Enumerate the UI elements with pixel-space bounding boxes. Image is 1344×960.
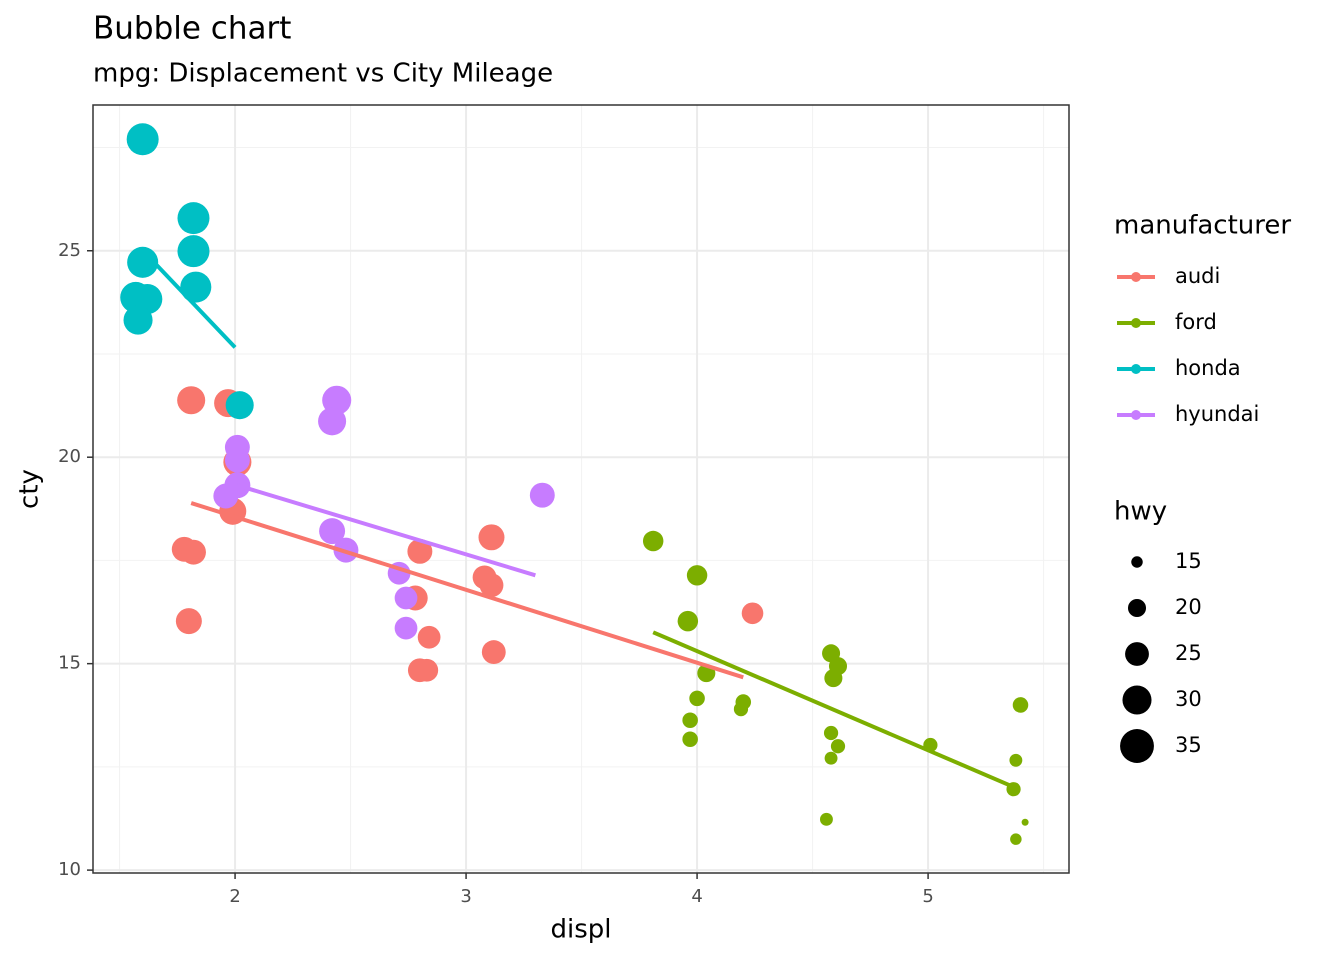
y-tick-label: 15 [58,653,81,674]
legend-key-dot [1131,364,1141,374]
size-legend-label: 25 [1175,641,1202,665]
bubble [407,538,433,564]
bubble [394,586,418,610]
bubble [682,712,698,728]
legend-key-dot [1131,318,1141,328]
legend-title: manufacturer [1114,211,1291,241]
size-legend-label: 20 [1175,595,1202,619]
bubble [225,391,254,420]
x-tick-label: 2 [229,886,240,907]
bubble [177,202,210,235]
bubble [415,658,439,682]
x-tick-label: 4 [691,886,702,907]
bubble [417,625,441,649]
y-axis-label: cty [15,469,45,509]
chart-title: Bubble chart [93,11,291,47]
y-tick-label: 20 [58,446,81,467]
trend-line [652,630,1017,790]
bubble [529,482,555,508]
bubble [224,447,250,473]
bubble [830,739,846,754]
bubble [820,812,833,826]
legend-label: ford [1175,310,1217,334]
bubble [318,407,347,436]
bubble [689,690,705,707]
size-legend-key [1125,642,1149,666]
bubble [677,610,699,632]
bubble [479,573,504,598]
bubble [322,385,352,415]
bubble [123,305,153,335]
bubble [686,565,708,586]
bubble [682,731,698,747]
bubble [1012,697,1029,713]
x-tick-label: 3 [460,886,471,907]
bubble [1009,753,1023,767]
bubble [824,669,843,688]
chart-subtitle: mpg: Displacement vs City Mileage [93,59,553,89]
bubble [1010,833,1022,845]
size-legend-label: 30 [1175,687,1202,711]
size-legend-key [1122,685,1152,715]
bubble [481,640,506,665]
y-tick-label: 25 [58,240,81,261]
legend-key-dot [1131,272,1141,282]
size-legend-key [1120,729,1154,763]
bubble [175,608,202,635]
bubble [823,725,839,741]
panel-border [92,104,1070,874]
x-axis-label: displ [550,915,611,945]
bubble [319,518,346,545]
bubble [1021,818,1029,826]
size-legend-title: hwy [1114,497,1167,527]
size-legend-key [1131,556,1143,568]
bubble [733,701,749,717]
legend-key-dot [1131,410,1141,420]
legend-label: honda [1175,356,1241,380]
size-legend-key [1127,598,1147,618]
trend-line [190,501,744,680]
size-legend-label: 15 [1175,549,1202,573]
bubble [741,602,764,625]
bubble [177,235,210,268]
bubble [213,483,239,509]
y-tick-label: 10 [58,859,81,880]
legend-label: audi [1175,264,1220,288]
bubble [478,524,505,551]
bubble [180,271,212,303]
bubble [642,530,664,552]
trend-line [236,483,536,578]
legend-label: hyundai [1175,402,1259,426]
bubble [126,123,159,156]
size-legend-label: 35 [1175,733,1202,757]
bubble [127,246,159,278]
bubble [824,751,838,765]
bubble [177,386,206,415]
trend-line [141,248,237,349]
bubble [394,616,418,640]
bubble [181,539,206,565]
x-tick-label: 5 [922,886,933,907]
